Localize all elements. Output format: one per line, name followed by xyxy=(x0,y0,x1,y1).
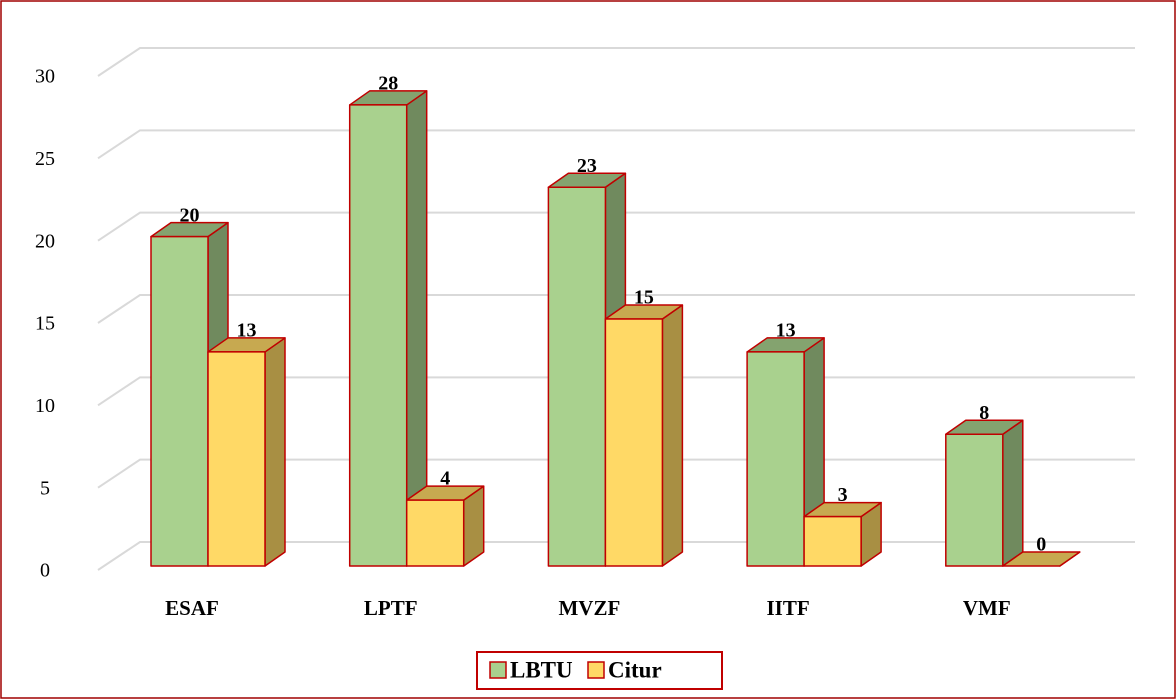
grid-line xyxy=(97,211,1135,242)
bar-front xyxy=(746,351,805,567)
data-label: 28 xyxy=(378,73,398,95)
data-label: 0 xyxy=(1036,534,1046,556)
x-tick-label: VMF xyxy=(963,596,1011,620)
bar-front xyxy=(803,515,862,567)
y-tick-label: 15 xyxy=(35,313,55,335)
y-tick-label: 25 xyxy=(35,148,55,170)
data-label: 8 xyxy=(979,402,989,424)
y-tick-label: 30 xyxy=(35,66,55,88)
bar-side xyxy=(1002,419,1024,567)
data-label: 20 xyxy=(180,204,200,226)
legend-label: LBTU xyxy=(510,657,573,682)
y-tick-label: 20 xyxy=(35,230,55,252)
y-tick-label: 5 xyxy=(40,477,50,499)
bar-front xyxy=(604,318,664,567)
bar-front xyxy=(150,235,209,567)
data-label: 13 xyxy=(237,320,257,342)
data-label: 23 xyxy=(577,155,597,177)
legend-swatch xyxy=(489,661,507,679)
bar-top xyxy=(1002,551,1081,567)
bar-front xyxy=(348,104,408,567)
legend-swatch xyxy=(587,661,605,679)
bar xyxy=(945,419,1024,567)
bar-side xyxy=(264,337,286,567)
grid-line xyxy=(97,47,1135,77)
x-tick-label: ESAF xyxy=(165,596,219,620)
bar xyxy=(803,501,882,567)
x-tick-label: IITF xyxy=(767,596,810,620)
y-tick-label: 0 xyxy=(40,560,50,582)
bar-front xyxy=(945,433,1004,567)
bar xyxy=(1002,551,1081,567)
legend-label: Citur xyxy=(608,657,662,682)
data-label: 3 xyxy=(838,484,848,506)
grid-line xyxy=(97,294,1135,324)
data-label: 15 xyxy=(634,287,654,309)
bar xyxy=(405,485,485,567)
x-tick-label: LPTF xyxy=(364,596,418,620)
data-label: 13 xyxy=(776,320,796,342)
bar-front xyxy=(405,499,465,567)
x-tick-label: MVZF xyxy=(558,596,620,620)
bar-front xyxy=(547,186,607,567)
data-label: 4 xyxy=(440,468,450,490)
grid-line xyxy=(97,129,1135,160)
bar-front xyxy=(207,351,266,567)
bar-side xyxy=(661,304,684,567)
bar xyxy=(604,304,684,567)
y-tick-label: 10 xyxy=(35,395,55,417)
bar xyxy=(207,337,286,567)
